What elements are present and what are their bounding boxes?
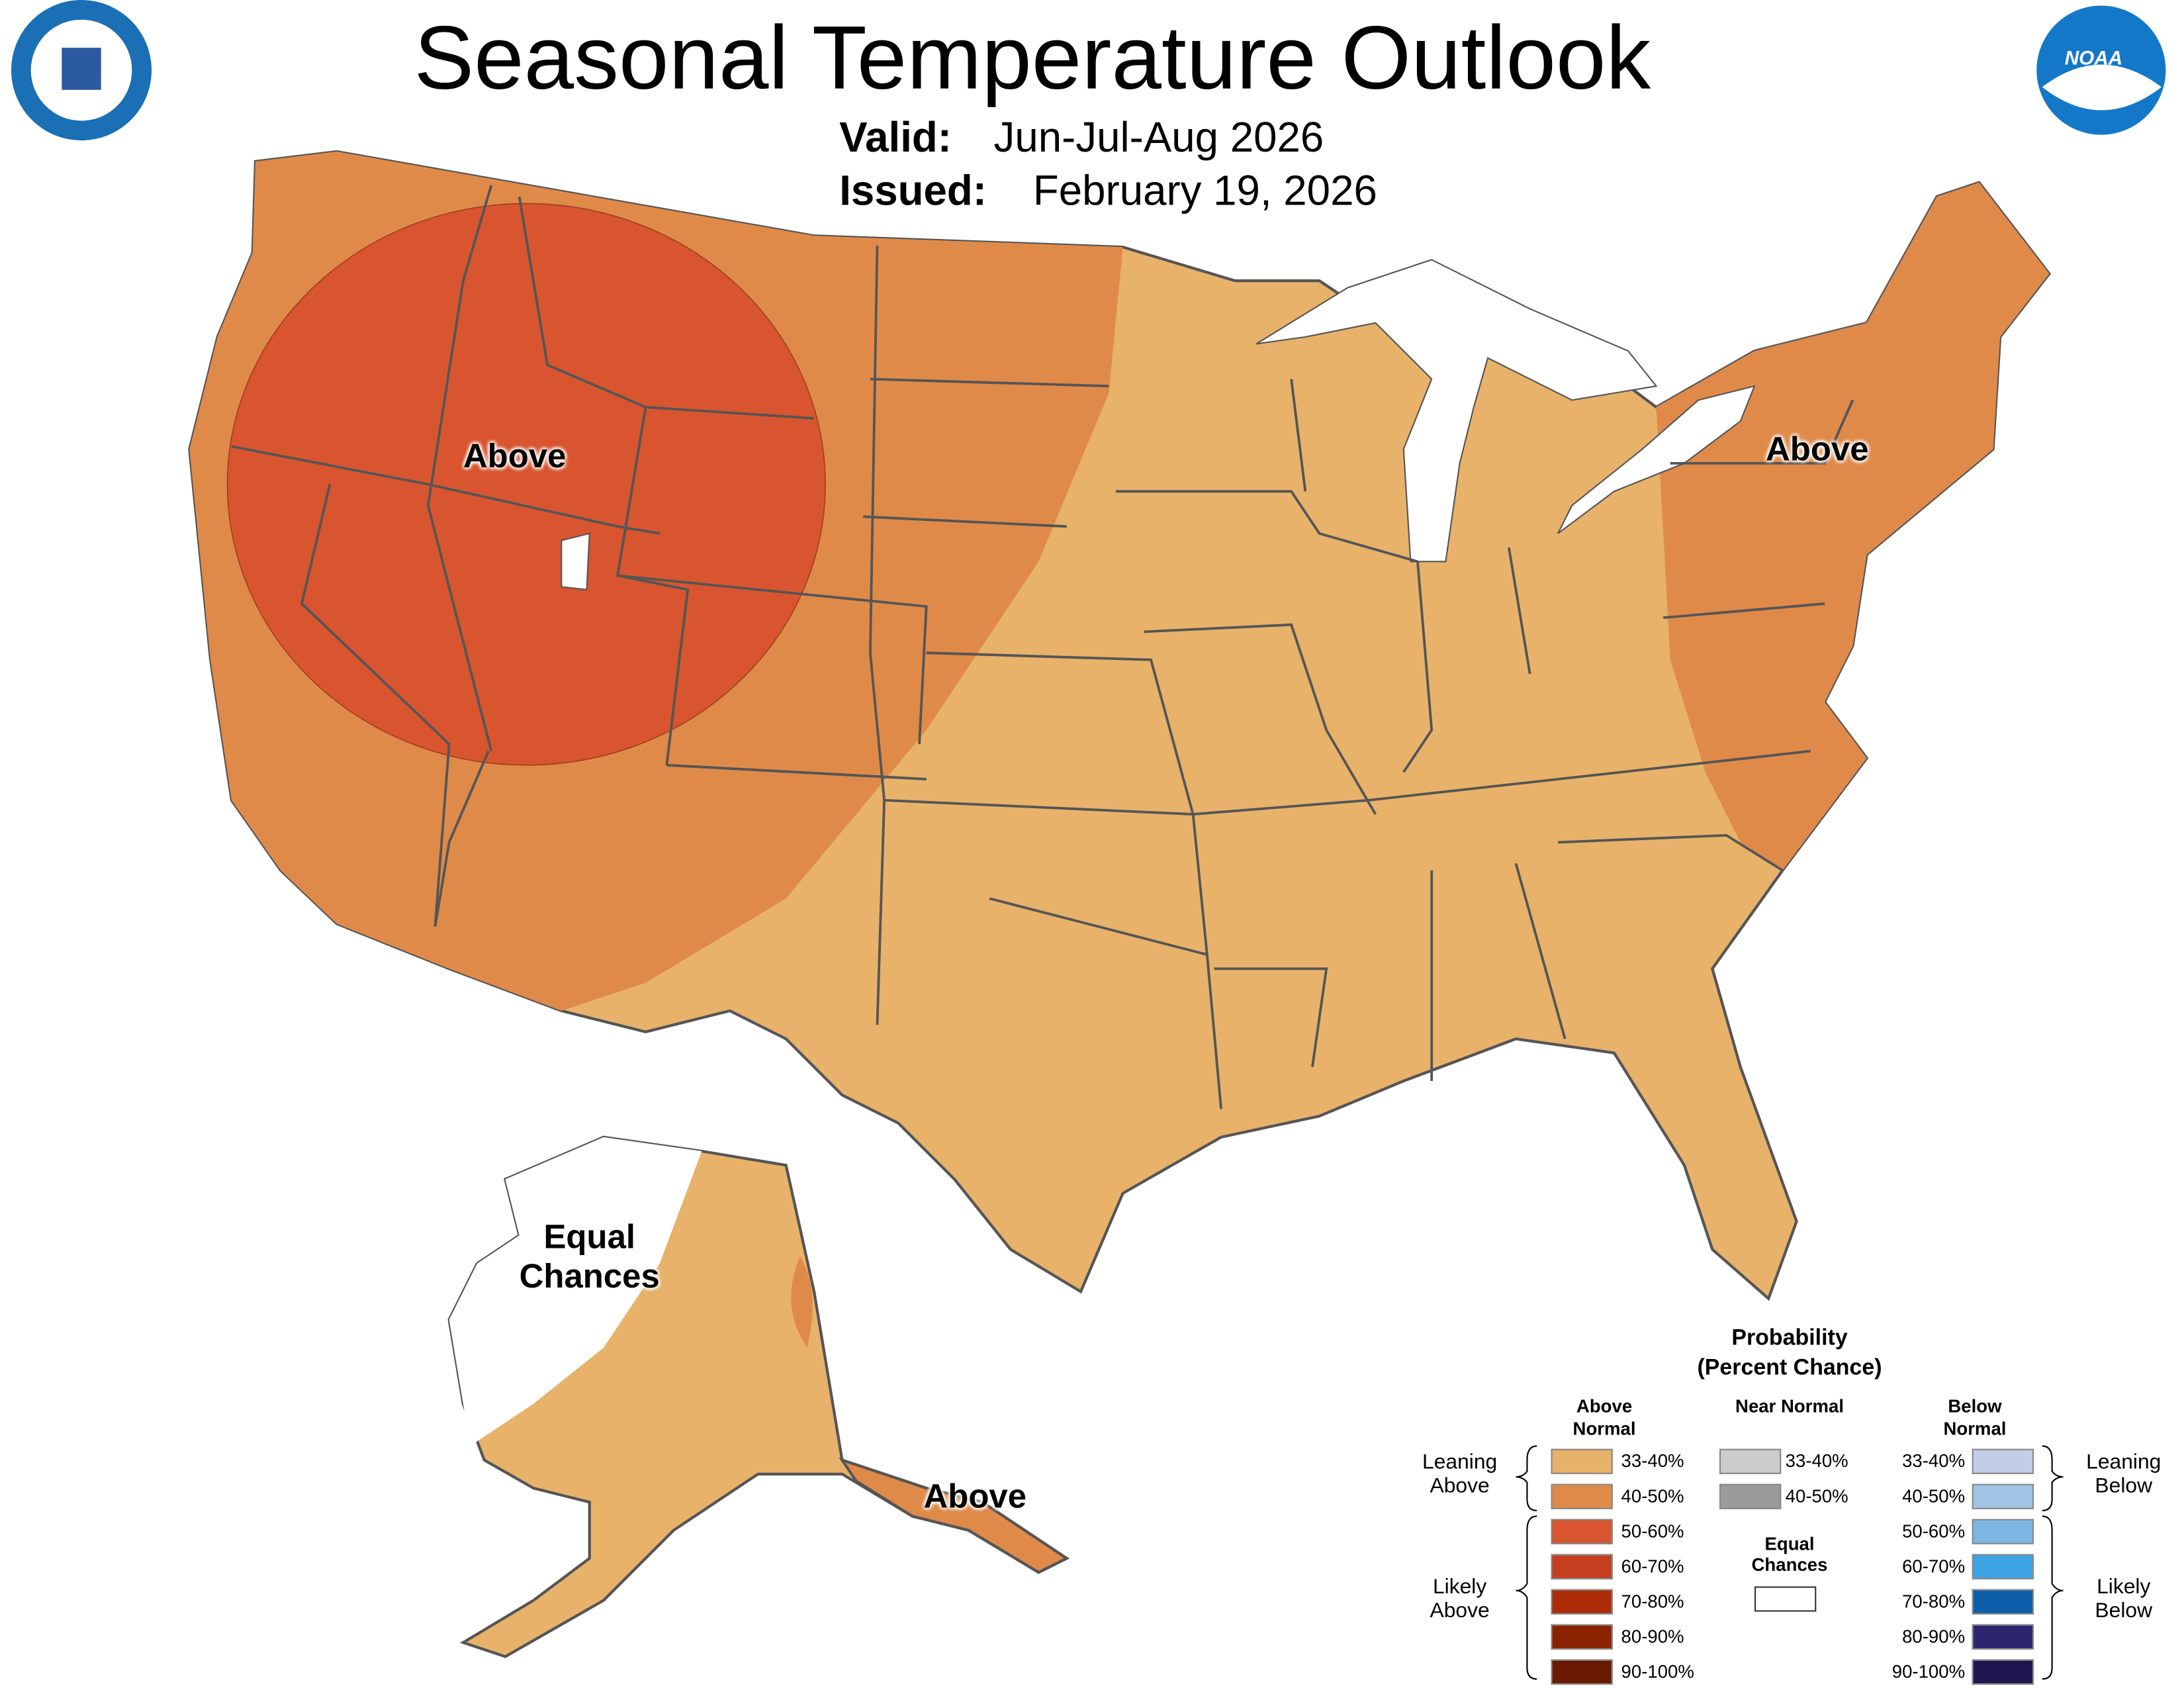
legend-heading: Near Normal [1735,1395,1844,1417]
equal-chances-swatch [1754,1586,1817,1612]
legend-swatch [1551,1483,1613,1509]
legend-item-label: 40-50% [1785,1485,1848,1507]
state-lines [231,185,1854,1109]
issued-value: February 19, 2026 [1032,168,1377,215]
great-lakes-east [1557,385,1756,534]
legend-heading: Above Normal [1572,1395,1636,1439]
alaska-equal-chances [449,1137,702,1446]
legend-swatch [1551,1659,1613,1685]
legend-title: Probability [1731,1327,1848,1351]
legend-subtitle: (Percent Chance) [1697,1356,1882,1380]
salt-lake [561,532,590,590]
legend-swatch [1551,1624,1613,1650]
legend-brackets [1516,1445,2064,1680]
legend-swatch [1972,1519,2034,1544]
legend-item-label: 70-80% [1621,1590,1684,1612]
legend-item-label: 33-40% [1902,1450,1966,1472]
map-label: Above [923,1478,1027,1517]
legend-swatch [1972,1624,2034,1650]
bracket-label: Leaning Below [2086,1450,2161,1498]
commerce-shield [62,48,101,90]
bracket-label: Leaning Above [1422,1450,1498,1498]
legend-swatch [1551,1519,1613,1544]
legend-item-label: 90-100% [1891,1660,1966,1682]
legend-swatch [1551,1448,1613,1474]
zone-40-50-east [1656,182,2050,870]
legend-item-label: 40-50% [1621,1485,1684,1507]
great-lakes-west [1255,259,1658,563]
legend-item-label: 80-90% [1621,1625,1684,1647]
legend-swatch [1551,1554,1613,1579]
legend-heading: Below Normal [1943,1395,2007,1439]
legend-item-label: 40-50% [1902,1485,1966,1507]
bracket-label: Likely Below [2095,1575,2153,1623]
legend-swatch [1551,1589,1613,1615]
map-label: Above [463,438,567,476]
legend-swatch [1972,1589,2034,1615]
bracket-label: Likely Above [1430,1575,1490,1623]
legend-item-label: 60-70% [1902,1555,1966,1577]
legend-item-label: 33-40% [1785,1450,1848,1472]
issued-label: Issued: [839,168,987,215]
equal-chances-label: Equal Chances [1751,1532,1828,1575]
alaska-zone-40-50 [791,1256,813,1348]
map-label: Above [1765,431,1869,469]
legend-item-label: 33-40% [1621,1450,1684,1472]
legend-item-label: 50-60% [1621,1520,1684,1542]
valid-label: Valid: [839,115,952,162]
alaska-panhandle [839,1457,1070,1574]
legend-swatch [1972,1659,2034,1685]
legend-item-label: 70-80% [1902,1590,1966,1612]
title: Seasonal Temperature Outlook [414,7,1651,109]
noaa-gull [2042,64,2162,111]
legend-item-label: 90-100% [1621,1660,1694,1682]
legend-swatch [1719,1448,1782,1474]
legend-swatch [1719,1483,1782,1509]
legend-item-label: 60-70% [1621,1555,1684,1577]
zone-50-60-west [226,203,826,766]
legend-swatch [1972,1483,2034,1509]
legend-item-label: 80-90% [1902,1625,1966,1647]
noaa-text: NOAA [2064,46,2123,69]
legend-swatch [1972,1554,2034,1579]
legend-swatch [1972,1448,2034,1474]
map-label: Equal Chances [519,1218,660,1296]
legend-item-label: 50-60% [1902,1520,1966,1542]
valid-value: Jun-Jul-Aug 2026 [993,115,1324,162]
